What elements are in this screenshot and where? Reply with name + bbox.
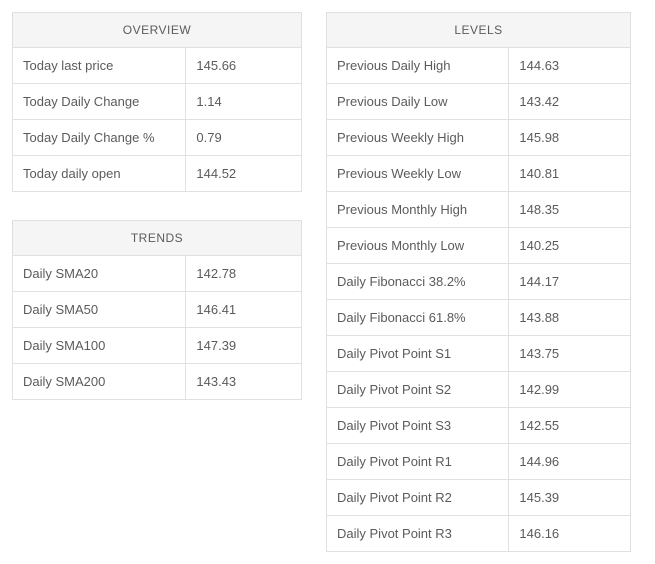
table-row: Previous Monthly Low140.25 [327,228,631,264]
row-value: 146.16 [509,516,631,552]
right-column: LEVELS Previous Daily High144.63 Previou… [326,12,631,552]
table-row: Daily Pivot Point R2145.39 [327,480,631,516]
table-row: Previous Daily Low143.42 [327,84,631,120]
row-value: 144.96 [509,444,631,480]
row-value: 144.52 [186,156,302,192]
row-label: Daily Pivot Point S1 [327,336,509,372]
table-row: Daily SMA200 143.43 [13,364,302,400]
table-row: Today last price 145.66 [13,48,302,84]
row-label: Daily Pivot Point S3 [327,408,509,444]
row-label: Daily Pivot Point R1 [327,444,509,480]
overview-title: OVERVIEW [13,13,302,48]
row-label: Daily SMA200 [13,364,186,400]
table-row: Daily Pivot Point S1143.75 [327,336,631,372]
levels-table: LEVELS Previous Daily High144.63 Previou… [326,12,631,552]
row-label: Daily Fibonacci 61.8% [327,300,509,336]
levels-title: LEVELS [327,13,631,48]
row-value: 143.75 [509,336,631,372]
table-row: Daily Pivot Point R3146.16 [327,516,631,552]
table-row: Daily Pivot Point R1144.96 [327,444,631,480]
row-label: Previous Daily Low [327,84,509,120]
row-value: 148.35 [509,192,631,228]
table-row: Daily Pivot Point S3142.55 [327,408,631,444]
table-row: Today daily open 144.52 [13,156,302,192]
trends-table: TRENDS Daily SMA20 142.78 Daily SMA50 14… [12,220,302,400]
table-row: Daily SMA20 142.78 [13,256,302,292]
table-row: Today Daily Change % 0.79 [13,120,302,156]
row-value: 143.43 [186,364,302,400]
row-value: 142.78 [186,256,302,292]
tables-container: OVERVIEW Today last price 145.66 Today D… [12,12,643,552]
row-value: 140.25 [509,228,631,264]
row-value: 144.63 [509,48,631,84]
left-column: OVERVIEW Today last price 145.66 Today D… [12,12,302,400]
table-row: Daily Pivot Point S2142.99 [327,372,631,408]
row-value: 145.66 [186,48,302,84]
overview-table: OVERVIEW Today last price 145.66 Today D… [12,12,302,192]
row-label: Previous Weekly Low [327,156,509,192]
table-row: Previous Weekly High145.98 [327,120,631,156]
row-value: 1.14 [186,84,302,120]
row-label: Previous Daily High [327,48,509,84]
row-value: 147.39 [186,328,302,364]
row-value: 0.79 [186,120,302,156]
row-label: Previous Monthly High [327,192,509,228]
row-value: 145.39 [509,480,631,516]
row-value: 146.41 [186,292,302,328]
row-value: 140.81 [509,156,631,192]
table-row: Daily Fibonacci 61.8%143.88 [327,300,631,336]
row-label: Today Daily Change % [13,120,186,156]
row-value: 142.55 [509,408,631,444]
row-label: Daily SMA100 [13,328,186,364]
row-label: Today last price [13,48,186,84]
row-value: 143.42 [509,84,631,120]
row-label: Daily Pivot Point R3 [327,516,509,552]
table-row: Previous Monthly High148.35 [327,192,631,228]
row-label: Today Daily Change [13,84,186,120]
table-row: Daily SMA50 146.41 [13,292,302,328]
row-label: Daily SMA20 [13,256,186,292]
table-row: Daily SMA100 147.39 [13,328,302,364]
row-label: Today daily open [13,156,186,192]
row-value: 142.99 [509,372,631,408]
row-label: Previous Monthly Low [327,228,509,264]
row-value: 143.88 [509,300,631,336]
table-row: Today Daily Change 1.14 [13,84,302,120]
row-label: Daily Fibonacci 38.2% [327,264,509,300]
row-label: Previous Weekly High [327,120,509,156]
table-row: Daily Fibonacci 38.2%144.17 [327,264,631,300]
row-value: 144.17 [509,264,631,300]
table-row: Previous Weekly Low140.81 [327,156,631,192]
trends-title: TRENDS [13,221,302,256]
row-label: Daily Pivot Point S2 [327,372,509,408]
table-row: Previous Daily High144.63 [327,48,631,84]
row-value: 145.98 [509,120,631,156]
row-label: Daily Pivot Point R2 [327,480,509,516]
row-label: Daily SMA50 [13,292,186,328]
